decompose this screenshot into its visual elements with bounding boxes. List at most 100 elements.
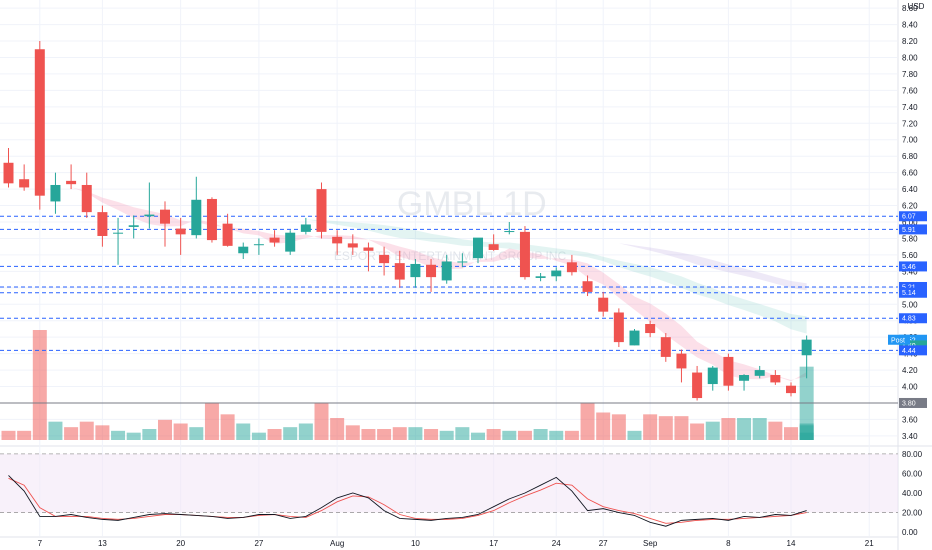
oscillator-tick-label: 80.00 [902,450,923,459]
price-tick-label: 5.00 [902,300,918,309]
candle-body [300,224,311,232]
price-tag-label: 3.80 [902,400,916,407]
volume-bar [158,419,172,440]
volume-bar [298,423,313,440]
candle-body [786,385,796,394]
price-tag-label: 4.83 [902,316,916,323]
price-tick-label: 3.40 [902,432,918,441]
price-tag [899,345,927,356]
volume-bar [142,429,157,440]
price-tick-label: 5.80 [902,234,918,243]
candle-body [81,184,92,213]
oscillator-d-line [8,477,807,524]
volume-bar [111,430,126,440]
candle-body [285,232,296,252]
volume-bar [455,427,470,440]
candle-body [551,270,562,277]
candle-body [128,225,139,227]
volume-bar [204,403,219,440]
candle-body [441,261,452,281]
volume-bar [79,421,94,440]
volume-bar [236,423,251,440]
candle-body [692,372,703,399]
price-tag [899,287,927,298]
currency-label: USD [908,2,925,11]
volume-bar [737,418,752,440]
candle-body [739,375,750,381]
price-axis[interactable]: USD 8.60 8.40 8.20 8.00 7.80 7.60 7.40 7.20 7.00… [902,2,925,441]
time-tick-label: 24 [552,539,561,548]
candle-body [613,312,624,343]
price-tick-label: 7.40 [902,103,918,112]
volume-bar [564,430,579,440]
volume-bar [95,425,110,440]
candle-body [113,232,124,234]
volume-bar [768,421,783,440]
price-tag [899,224,927,235]
price-tick-label: 4.00 [902,383,918,392]
time-tick-label: 27 [254,539,263,548]
price-tick-label: 7.00 [902,136,918,145]
candle-body [535,276,546,278]
price-tag-label: 4.44 [902,348,916,355]
volume-bar [486,429,501,440]
oscillator-tick-label: 40.00 [902,489,923,498]
volume-bar [392,427,407,440]
candle-body [66,180,77,185]
time-tick-label: 13 [98,539,107,548]
volume-bar [611,414,626,440]
stochastic-oscillator: 80.00 60.00 40.00 20.00 0.00 [0,450,923,537]
candle-body [332,236,343,244]
price-tick-label: 4.20 [902,366,918,375]
volume-bar [361,429,376,440]
volume-bar [705,421,720,440]
candle-body [160,209,170,224]
time-axis[interactable]: 7 13 20 27 Aug 10 17 24 27 Sep 8 14 21 [38,539,875,548]
candle-body [566,262,577,273]
candle-body [363,247,374,251]
volume-bar [752,418,767,440]
time-tick-label: Sep [643,539,658,548]
time-tick-label: 27 [599,539,608,548]
candle-body [801,339,812,356]
price-tick-label: 7.20 [902,119,918,128]
candle-body [97,212,108,236]
volume-bar [549,430,564,440]
candle-body [144,214,155,217]
volume-bar [173,423,188,440]
candle-body [410,263,421,278]
volume-bar [502,430,517,440]
volume-bar [627,430,642,440]
price-tick-label: 6.00 [902,218,918,227]
volume-bar [580,403,595,440]
price-tag-label: 5.91 [902,227,916,234]
candle-body [723,356,734,386]
time-tick-label: 21 [865,539,874,548]
volume-bar [690,423,705,440]
volume-bar [126,432,141,440]
volume-bar [220,414,235,440]
volume-bar [1,430,16,440]
watermark-interval: 1D [503,185,546,223]
price-tag-label: 5.14 [902,290,916,297]
candle-body [394,263,405,280]
candle-body [222,223,233,246]
price-tick-label: 8.00 [902,53,918,62]
price-tick-label: 3.60 [902,415,918,424]
volume-bar [674,416,689,440]
volume-bar [345,425,360,440]
volume-bar [377,429,392,440]
price-tick-label: 5.60 [902,251,918,260]
oscillator-k-line [8,475,807,527]
price-tag [899,397,927,408]
post-tag-label: Post [891,337,905,344]
candlestick-series [3,41,812,401]
candle-body [175,228,186,235]
price-tag-label: 5.46 [902,264,916,271]
volume-bar [439,430,454,440]
volume-bar [330,418,345,440]
price-tags: 6.075.915.465.215.144.834.524.504.443.80… [888,211,927,408]
candle-body [347,243,358,248]
volume-bar [784,427,798,440]
